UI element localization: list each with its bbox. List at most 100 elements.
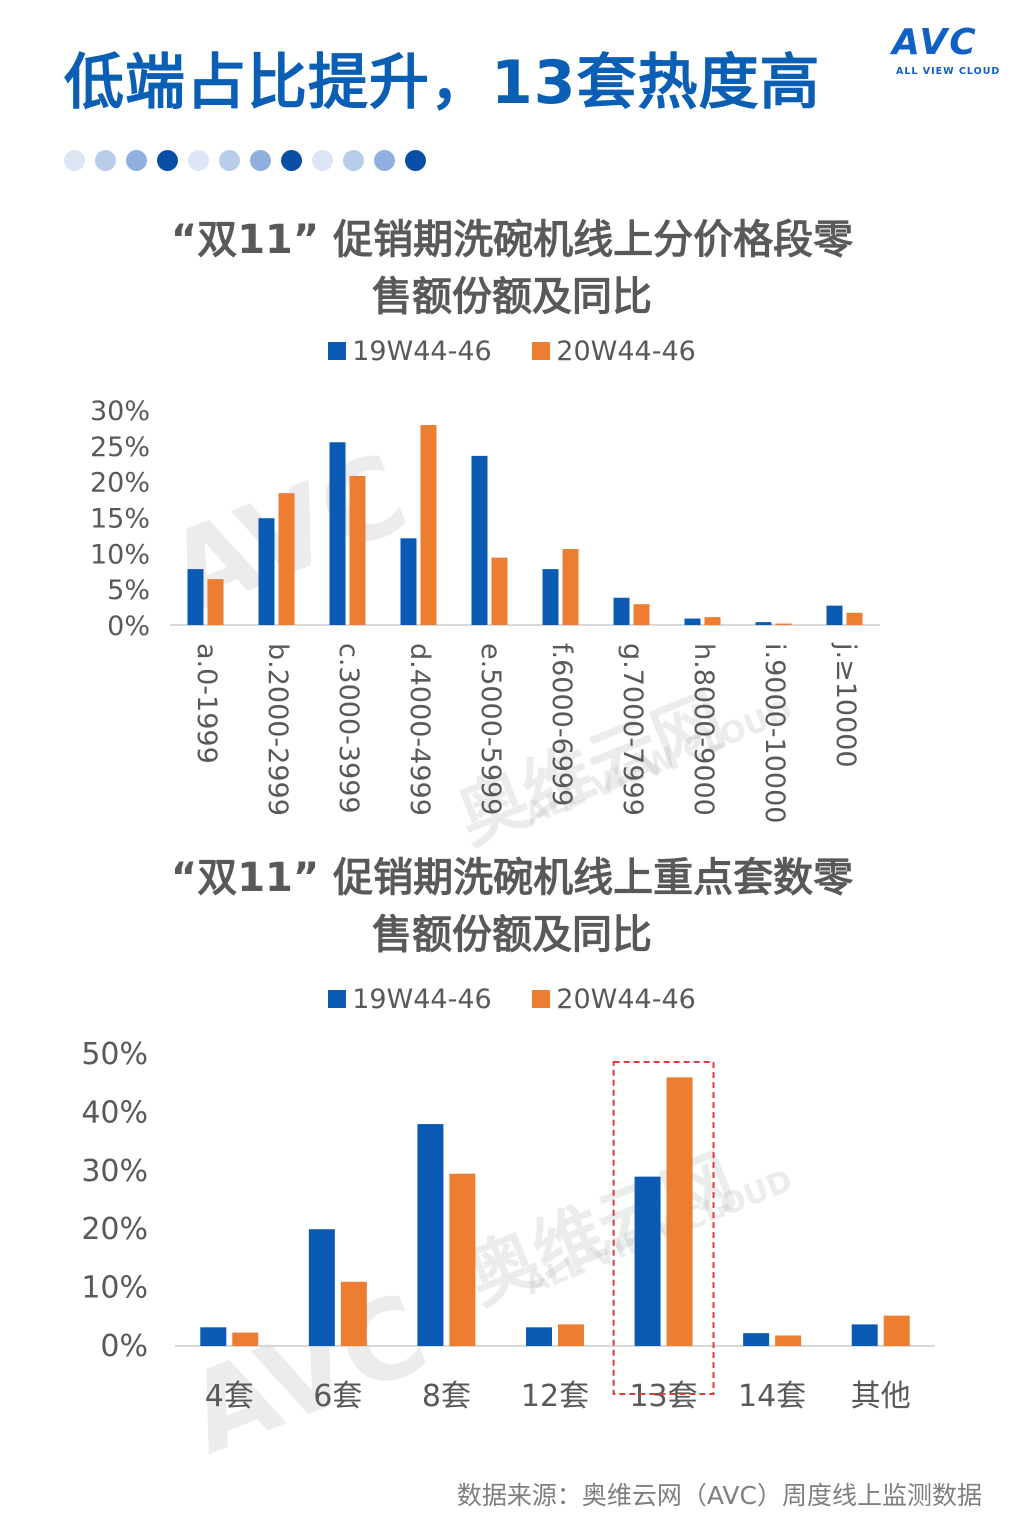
x-tick-label: 14套 bbox=[738, 1379, 806, 1414]
y-tick-label: 20% bbox=[90, 468, 150, 499]
x-tick-label: c.3000-3999 bbox=[333, 643, 364, 814]
bar-2-0 bbox=[207, 579, 224, 625]
y-tick-label: 10% bbox=[90, 539, 150, 570]
bar-1-1 bbox=[258, 518, 275, 625]
bar-2-6 bbox=[633, 604, 650, 625]
x-tick-label: 8套 bbox=[422, 1379, 471, 1414]
x-tick-label: f.6000-6999 bbox=[546, 643, 577, 806]
chart2-legend: 19W44-46 20W44-46 bbox=[0, 984, 1024, 1015]
bar-1-3 bbox=[526, 1327, 552, 1346]
legend-swatch-series1 bbox=[328, 341, 347, 360]
decorative-dots bbox=[64, 150, 426, 171]
y-tick-label: 25% bbox=[90, 432, 150, 463]
legend-label: 20W44-46 bbox=[556, 984, 696, 1015]
x-tick-label: h.8000-9000 bbox=[688, 643, 719, 816]
bar-2-6 bbox=[883, 1315, 910, 1346]
bar-1-5 bbox=[743, 1333, 770, 1346]
bar-2-4 bbox=[666, 1077, 693, 1346]
chart1-title-line2: 售额份额及同比 bbox=[372, 274, 652, 320]
bar-2-2 bbox=[449, 1173, 476, 1346]
bar-1-6 bbox=[851, 1324, 878, 1346]
legend-swatch-series2 bbox=[532, 341, 551, 360]
bar-1-3 bbox=[400, 538, 417, 625]
decorative-dot bbox=[126, 150, 147, 171]
bar-2-8 bbox=[775, 623, 792, 625]
decorative-dot bbox=[64, 150, 85, 171]
bar-2-9 bbox=[846, 612, 863, 625]
bar-2-2 bbox=[349, 475, 366, 625]
bar-1-9 bbox=[826, 605, 843, 625]
chart1-price-segment-bar-chart: 0% 5% 10% 15% 20% 25% 30% a.0-1999 b.2000-2999 c.… bbox=[90, 396, 880, 823]
decorative-dot bbox=[374, 150, 395, 171]
legend-item: 19W44-46 bbox=[328, 336, 492, 367]
chart2-set-count-bar-chart: 0% 10% 20% 30% 40% 50% 4套 6套 8套 12套 13套 14套 其他 bbox=[81, 1037, 935, 1414]
legend-item: 20W44-46 bbox=[532, 984, 696, 1015]
x-tick-label: 6套 bbox=[313, 1379, 362, 1414]
bar-2-3 bbox=[420, 425, 437, 625]
decorative-dot bbox=[250, 150, 271, 171]
y-tick-label: 0% bbox=[100, 1329, 148, 1364]
bar-2-3 bbox=[558, 1324, 584, 1346]
bar-1-0 bbox=[187, 569, 204, 625]
x-tick-label: e.5000-5999 bbox=[475, 643, 506, 815]
x-tick-label: j.≥10000 bbox=[830, 642, 861, 768]
y-tick-label: 30% bbox=[81, 1154, 148, 1189]
x-tick-label: g.7000-7999 bbox=[617, 643, 648, 816]
bar-2-4 bbox=[491, 557, 508, 625]
avc-logo: AVC ALL VIEW CLOUD bbox=[892, 22, 1002, 82]
bar-2-1 bbox=[340, 1281, 367, 1346]
legend-swatch-series2 bbox=[532, 989, 551, 1008]
decorative-dot bbox=[405, 150, 426, 171]
legend-label: 19W44-46 bbox=[352, 984, 492, 1015]
decorative-dot bbox=[95, 150, 116, 171]
y-tick-label: 5% bbox=[107, 575, 150, 606]
y-tick-label: 40% bbox=[81, 1095, 148, 1130]
y-tick-label: 0% bbox=[107, 611, 150, 642]
x-tick-label: i.9000-10000 bbox=[759, 643, 790, 823]
chart2-title-line2: 售额份额及同比 bbox=[372, 912, 652, 958]
y-tick-label: 10% bbox=[81, 1271, 148, 1306]
bar-1-1 bbox=[308, 1229, 335, 1346]
logo-subtext: ALL VIEW CLOUD bbox=[896, 66, 1001, 77]
decorative-dot bbox=[343, 150, 364, 171]
bar-1-8 bbox=[755, 622, 772, 625]
decorative-dot bbox=[188, 150, 209, 171]
logo-text: AVC bbox=[892, 22, 978, 63]
x-tick-label: d.4000-4999 bbox=[404, 643, 435, 816]
bar-2-5 bbox=[775, 1335, 802, 1346]
decorative-dot bbox=[281, 150, 302, 171]
bar-1-6 bbox=[613, 597, 630, 625]
legend-item: 19W44-46 bbox=[328, 984, 492, 1015]
bar-1-0 bbox=[200, 1327, 227, 1346]
bar-1-2 bbox=[329, 442, 346, 625]
x-tick-label: 13套 bbox=[629, 1379, 697, 1414]
bar-1-4 bbox=[634, 1176, 661, 1346]
legend-label: 20W44-46 bbox=[556, 336, 696, 367]
x-tick-label: b.2000-2999 bbox=[262, 643, 293, 816]
x-tick-label: a.0-1999 bbox=[191, 643, 222, 764]
bar-2-1 bbox=[278, 493, 295, 625]
y-tick-label: 20% bbox=[81, 1212, 148, 1247]
x-tick-label: 其他 bbox=[851, 1379, 911, 1414]
y-tick-label: 15% bbox=[90, 504, 150, 535]
chart2-title-line1: “双11” 促销期洗碗机线上重点套数零 bbox=[170, 855, 854, 901]
bar-1-7 bbox=[684, 618, 701, 625]
bar-1-4 bbox=[471, 455, 488, 625]
y-tick-label: 50% bbox=[81, 1037, 148, 1072]
highlight-box bbox=[612, 1061, 715, 1395]
y-tick-label: 30% bbox=[90, 396, 150, 427]
x-tick-label: 12套 bbox=[521, 1379, 589, 1414]
bar-1-2 bbox=[417, 1124, 444, 1346]
data-source-note: 数据来源：奥维云网（AVC）周度线上监测数据 bbox=[456, 1481, 982, 1510]
x-tick-label: 4套 bbox=[205, 1379, 254, 1414]
decorative-dot bbox=[219, 150, 240, 171]
chart1-title-line1: “双11” 促销期洗碗机线上分价格段零 bbox=[170, 217, 854, 263]
chart1-legend: 19W44-46 20W44-46 bbox=[0, 336, 1024, 367]
legend-label: 19W44-46 bbox=[352, 336, 492, 367]
bar-1-5 bbox=[542, 569, 559, 625]
page-title: 低端占比提升，13套热度高 bbox=[64, 48, 821, 118]
bar-2-7 bbox=[704, 617, 721, 625]
decorative-dot bbox=[312, 150, 333, 171]
legend-swatch-series1 bbox=[328, 989, 347, 1008]
decorative-dot bbox=[157, 150, 178, 171]
